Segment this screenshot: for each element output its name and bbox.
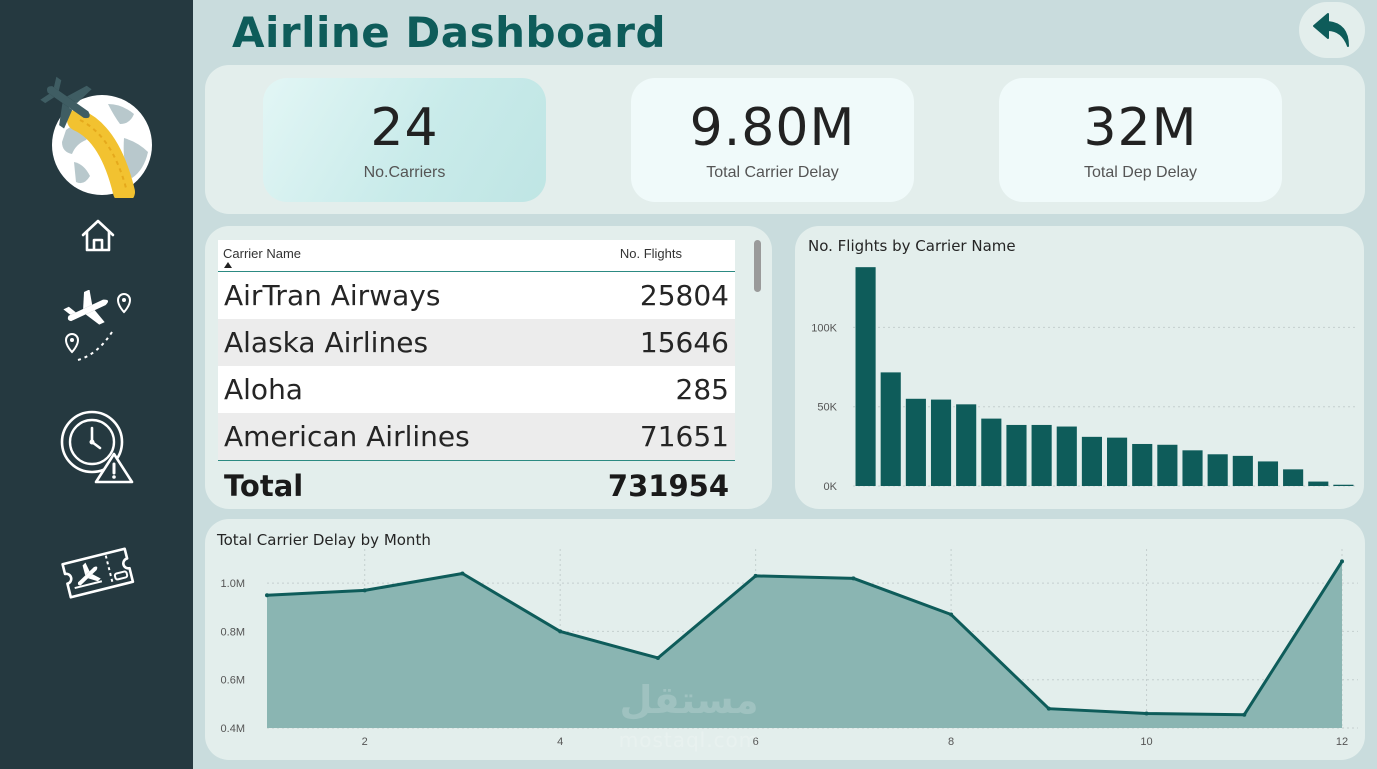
kpi-card-carrier-delay: 9.80M Total Carrier Delay	[631, 78, 914, 202]
cell-no-flights: 71651	[639, 420, 729, 453]
area-x-tick-label: 10	[1140, 736, 1152, 748]
bar[interactable]	[956, 404, 977, 486]
back-button[interactable]	[1299, 2, 1365, 58]
bar[interactable]	[1257, 461, 1279, 486]
carrier-delay-by-month-panel: Total Carrier Delay by Month 0.4M 0.6M 0.8…	[205, 519, 1365, 760]
clock-alert-icon	[60, 410, 134, 484]
area-x-tick-label: 8	[948, 736, 954, 748]
area-y-tick-label: 0.4M	[221, 723, 245, 735]
kpi-strip: 24 No.Carriers 9.80M Total Carrier Delay…	[205, 65, 1365, 214]
table-total-row: Total 731954	[218, 460, 735, 510]
area-point[interactable]	[460, 571, 465, 576]
kpi-card-dep-delay: 32M Total Dep Delay	[999, 78, 1282, 202]
bar[interactable]	[1283, 469, 1304, 486]
kpi-label: Total Dep Delay	[1084, 164, 1197, 181]
sort-ascending-icon	[224, 262, 232, 268]
area-x-tick-label: 2	[362, 736, 368, 748]
area-point[interactable]	[949, 612, 954, 617]
bar[interactable]	[1232, 455, 1253, 486]
area-point[interactable]	[753, 573, 758, 578]
bar[interactable]	[855, 267, 876, 486]
area-point[interactable]	[362, 588, 367, 593]
area-x-tick-label: 12	[1336, 736, 1348, 748]
bar-y-tick-label: 0K	[824, 481, 838, 493]
flights-by-carrier-panel: No. Flights by Carrier Name 0K 50K 100K	[795, 226, 1364, 509]
area-x-tick-label: 4	[557, 736, 563, 748]
column-header-no-flights[interactable]: No. Flights	[619, 246, 682, 261]
cell-no-flights: 15646	[639, 326, 729, 359]
cell-no-flights: 25804	[639, 279, 729, 312]
bar[interactable]	[1056, 426, 1077, 486]
sidebar	[0, 0, 193, 769]
area-point[interactable]	[1242, 712, 1247, 717]
table-body: AirTran Airways 25804 Alaska Airlines 15…	[218, 272, 735, 460]
total-label: Total	[224, 469, 304, 503]
table-row[interactable]: AirTran Airways 25804	[218, 272, 735, 319]
bar[interactable]	[1157, 444, 1178, 486]
area-y-tick-label: 0.6M	[221, 675, 245, 687]
bar-y-tick-label: 100K	[811, 322, 837, 334]
bar[interactable]	[880, 372, 901, 486]
area-point[interactable]	[558, 629, 563, 634]
bar[interactable]	[1182, 450, 1203, 486]
table-row[interactable]: American Airlines 71651	[218, 413, 735, 460]
total-value: 731954	[607, 469, 729, 503]
area-point[interactable]	[851, 576, 856, 581]
area-point[interactable]	[1144, 711, 1149, 716]
cell-carrier-name: American Airlines	[224, 420, 470, 453]
back-arrow-icon	[1313, 13, 1349, 47]
cell-carrier-name: AirTran Airways	[224, 279, 441, 312]
tickets-nav-button[interactable]	[52, 536, 144, 612]
kpi-card-carriers: 24 No.Carriers	[263, 78, 546, 202]
kpi-value: 32M	[1083, 98, 1198, 158]
area-chart: 0.4M 0.6M 0.8M 1.0M 2 4 6 8 10 12	[221, 549, 1358, 748]
bar[interactable]	[905, 398, 926, 486]
area-point[interactable]	[655, 655, 660, 660]
area-y-tick-label: 0.8M	[221, 626, 245, 638]
carrier-table: Carrier Name No. Flights AirTran Airways…	[218, 240, 735, 510]
table-row[interactable]: Alaska Airlines 15646	[218, 319, 735, 366]
cell-carrier-name: Aloha	[224, 373, 303, 406]
table-header: Carrier Name No. Flights	[218, 240, 735, 272]
page-title: Airline Dashboard	[232, 8, 667, 57]
bar-y-tick-label: 50K	[817, 402, 837, 414]
area-chart-title: Total Carrier Delay by Month	[217, 531, 431, 549]
area-point[interactable]	[265, 593, 269, 598]
flight-route-icon	[63, 290, 132, 361]
bar[interactable]	[1207, 454, 1228, 486]
bar[interactable]	[930, 399, 952, 486]
area-x-tick-label: 6	[753, 736, 759, 748]
area-y-tick-label: 1.0M	[221, 578, 245, 590]
bar[interactable]	[1308, 481, 1329, 486]
area-point[interactable]	[1046, 706, 1051, 711]
area-series-line[interactable]	[266, 560, 1344, 717]
area-point[interactable]	[1340, 559, 1344, 564]
bar[interactable]	[1081, 436, 1102, 486]
kpi-value: 24	[370, 98, 439, 158]
boarding-ticket-icon	[61, 547, 135, 599]
bar[interactable]	[1132, 443, 1153, 486]
column-header-carrier-name[interactable]: Carrier Name	[223, 246, 302, 261]
kpi-value: 9.80M	[689, 98, 856, 158]
bar[interactable]	[1006, 424, 1027, 486]
bar[interactable]	[981, 418, 1002, 486]
delays-nav-button[interactable]	[52, 408, 144, 484]
globe-plane-logo	[40, 76, 152, 198]
carrier-table-panel: Carrier Name No. Flights AirTran Airways…	[205, 226, 772, 509]
bar-chart-title: No. Flights by Carrier Name	[808, 237, 1016, 255]
table-scrollbar-thumb[interactable]	[754, 240, 761, 292]
home-nav-button[interactable]	[52, 198, 144, 274]
bar-chart: 0K 50K 100K	[811, 267, 1356, 493]
bar[interactable]	[1031, 424, 1052, 486]
flights-nav-button[interactable]	[52, 290, 144, 366]
bar[interactable]	[1107, 437, 1128, 486]
cell-carrier-name: Alaska Airlines	[224, 326, 429, 359]
cell-no-flights: 285	[675, 373, 729, 406]
kpi-label: Total Carrier Delay	[706, 164, 839, 181]
home-icon	[81, 219, 115, 252]
kpi-label: No.Carriers	[363, 164, 446, 181]
table-row[interactable]: Aloha 285	[218, 366, 735, 413]
area-fill	[267, 561, 1342, 728]
bar[interactable]	[1333, 484, 1354, 486]
